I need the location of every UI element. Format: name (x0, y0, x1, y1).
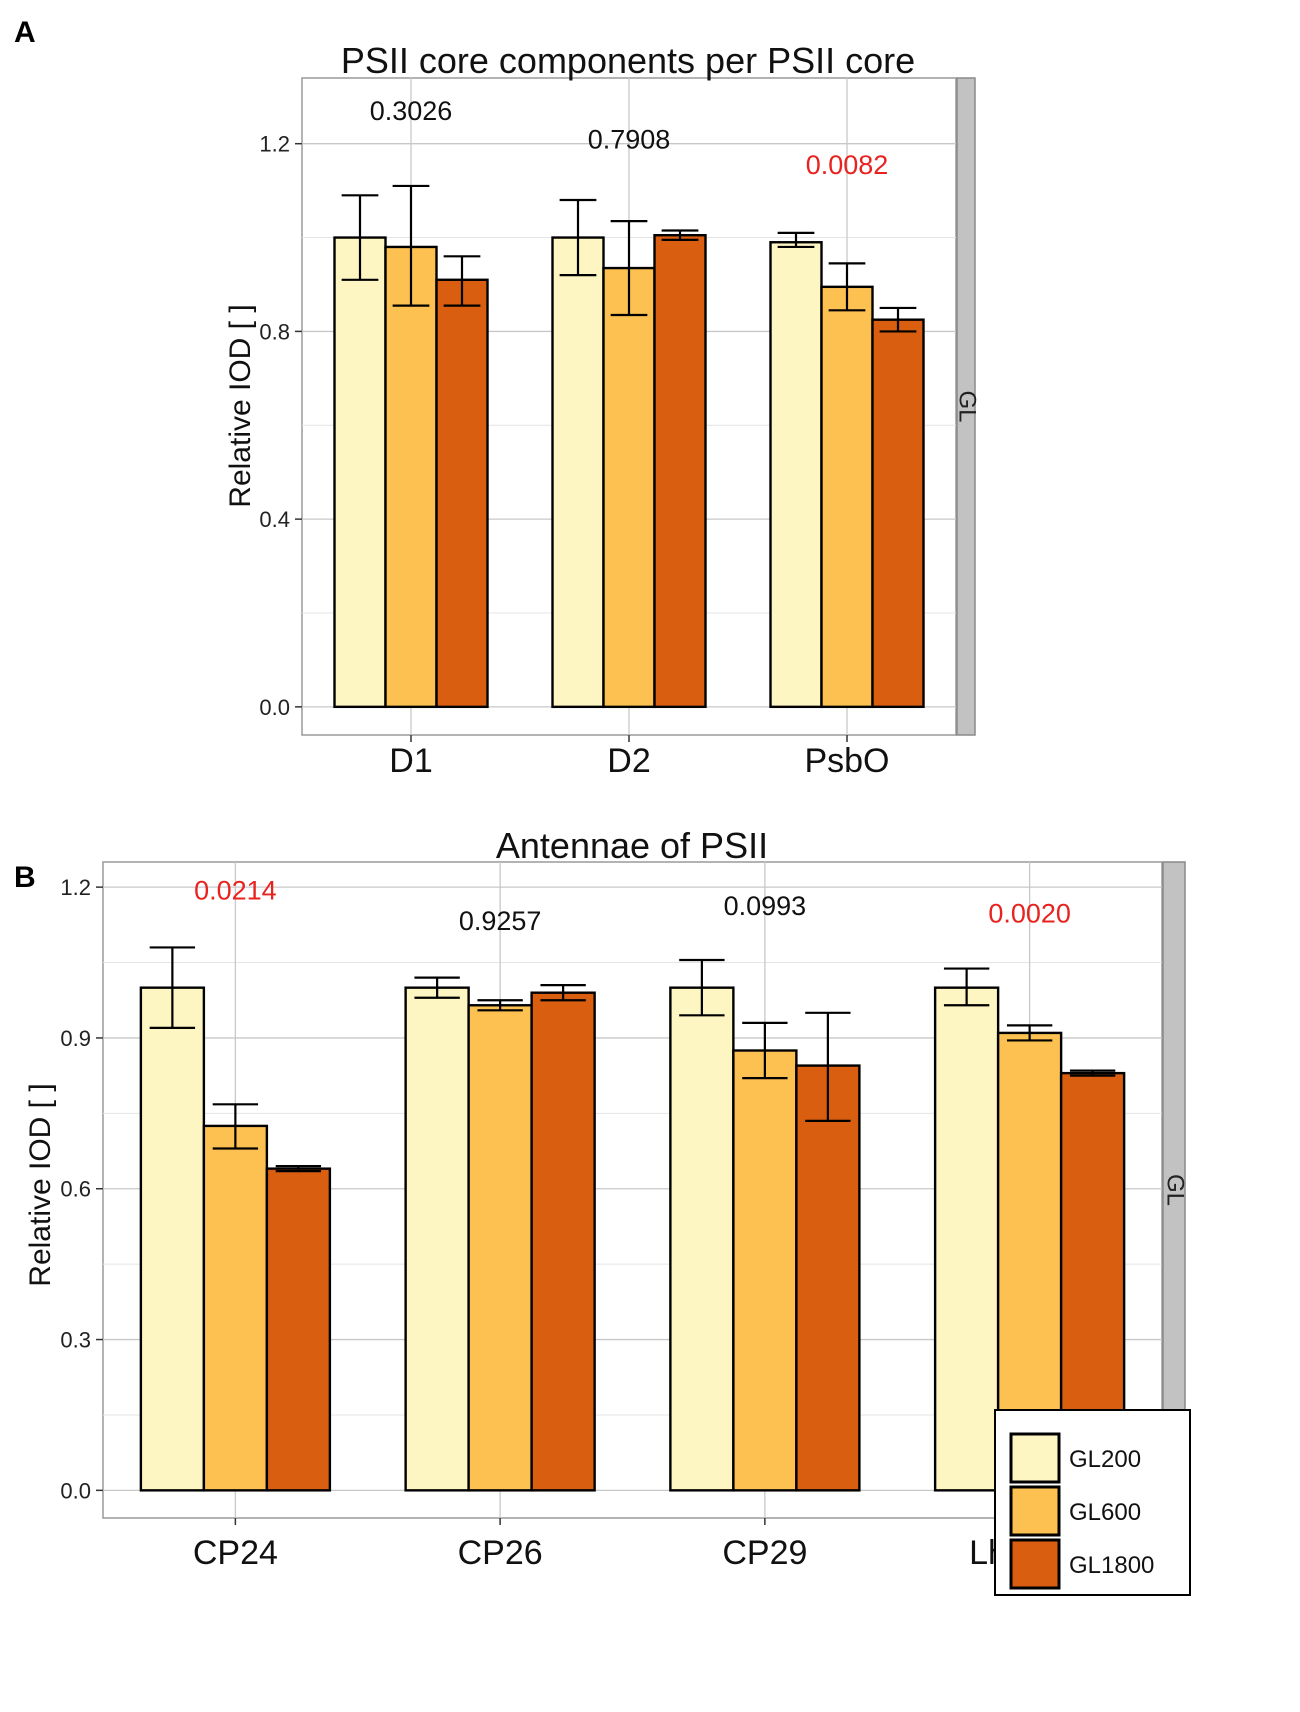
bar-gl600-d1 (384, 245, 438, 709)
bar-gl1800-cp29 (795, 1064, 861, 1492)
bar-gl600-cp29 (732, 1049, 798, 1492)
p-value-label: 0.3026 (370, 96, 453, 126)
panel-a-chart: PSII core components per PSII core Relati… (224, 40, 981, 780)
chart-title: Antennae of PSII (496, 825, 768, 866)
bar-gl200-cp29 (669, 986, 735, 1492)
y-tick-label: 0.8 (259, 319, 290, 344)
bar-gl200-psbo (769, 241, 823, 709)
legend-label-gl1800: GL1800 (1069, 1552, 1154, 1579)
legend-label-gl200: GL200 (1069, 1446, 1141, 1473)
error-bar (275, 1165, 322, 1173)
x-tick-label: CP24 (193, 1534, 278, 1572)
y-axis-label: Relative IOD [ ] (224, 304, 257, 507)
bar-gl200-d2 (551, 236, 605, 709)
bar-gl600-d2 (602, 266, 656, 709)
x-tick-label: PsbO (804, 742, 889, 780)
panel-a-letter: A (14, 16, 36, 49)
error-bar (805, 1011, 851, 1122)
legend-label-gl600: GL600 (1069, 1499, 1141, 1526)
bar-gl1800-psbo (871, 318, 925, 709)
p-value-label: 0.0020 (988, 898, 1071, 928)
error-bar (879, 306, 917, 333)
bar-gl1800-cp26 (530, 991, 596, 1492)
p-value-label: 0.0993 (724, 891, 807, 921)
bar-gl1800-d1 (435, 278, 489, 709)
bar-gl600-cp26 (467, 1004, 533, 1492)
error-bar (610, 220, 648, 317)
error-bar (777, 231, 815, 249)
error-bar (477, 999, 523, 1012)
bar-gl200-cp24 (139, 986, 206, 1492)
error-bar (149, 946, 196, 1029)
error-bar (443, 255, 481, 307)
error-bar (742, 1021, 788, 1080)
error-bar (341, 194, 379, 281)
facet-strip-label: GL (1162, 1174, 1189, 1206)
p-value-label: 0.7908 (588, 124, 671, 154)
bar-gl200-d1 (333, 236, 387, 709)
legend-key-gl200 (1009, 1432, 1061, 1484)
bar-gl1800-d2 (653, 234, 707, 709)
legend-key-gl600 (1009, 1485, 1061, 1537)
y-tick-label: 1.2 (60, 875, 91, 900)
legend: GL200 GL600 GL1800 (994, 1409, 1191, 1596)
bar-gl1800-cp24 (265, 1167, 332, 1492)
error-bar (661, 229, 699, 242)
error-bar (392, 184, 430, 307)
y-tick-label: 0.0 (60, 1478, 91, 1503)
error-bar (559, 198, 597, 277)
panel-b-chart: Antennae of PSII Relative IOD [ ] 0.0 0.3 0.… (24, 825, 1191, 1596)
facet-strip-label: GL (954, 390, 981, 422)
error-bar (1006, 1024, 1053, 1042)
bar-gl600-cp24 (202, 1124, 269, 1492)
x-tick-label: CP29 (722, 1534, 807, 1572)
y-axis-label: Relative IOD [ ] (24, 1083, 57, 1286)
error-bar (414, 976, 460, 999)
facet-strip (956, 77, 976, 736)
p-value-label: 0.0082 (806, 150, 889, 180)
y-tick-label: 0.6 (60, 1177, 91, 1202)
x-tick-label: D2 (607, 742, 650, 780)
y-tick-label: 0.4 (259, 507, 290, 532)
bar-gl600-psbo (820, 285, 874, 709)
bar-gl200-cp26 (404, 986, 470, 1492)
x-tick-label: D1 (389, 742, 432, 780)
legend-key-gl1800 (1009, 1538, 1061, 1590)
error-bar (1069, 1069, 1116, 1077)
bar-gl200-lhcb1-2 (933, 986, 1000, 1492)
error-bar (540, 984, 586, 1002)
error-bar (828, 262, 866, 312)
y-tick-label: 0.0 (259, 695, 290, 720)
panel-b-letter: B (14, 861, 36, 894)
x-tick-label: CP26 (458, 1534, 543, 1572)
error-bar (943, 967, 990, 1007)
y-tick-label: 0.3 (60, 1328, 91, 1353)
error-bar (212, 1103, 259, 1150)
y-tick-label: 0.9 (60, 1026, 91, 1051)
chart-title: PSII core components per PSII core (341, 40, 915, 81)
p-value-label: 0.9257 (459, 906, 542, 936)
y-tick-label: 1.2 (259, 132, 290, 157)
error-bar (679, 958, 725, 1017)
p-value-label: 0.0214 (194, 876, 277, 906)
